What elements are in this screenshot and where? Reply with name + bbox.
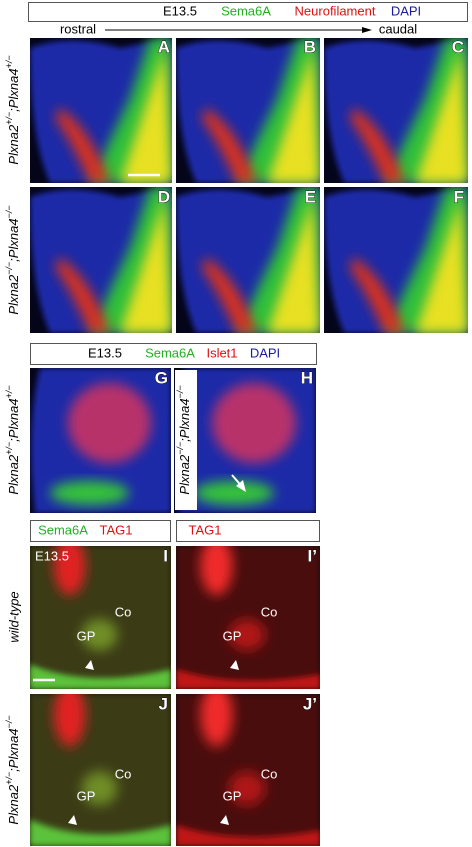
- panel-letter: I: [163, 546, 168, 565]
- genotype-label: Plxna2+/−;Plxna4−/−: [4, 715, 21, 824]
- arrowhead: [68, 815, 77, 825]
- genotype-part: +/−: [4, 385, 14, 398]
- stage: E13.5: [88, 345, 122, 360]
- stain: Neurofilament: [295, 3, 376, 18]
- genotype-part: Plxna2: [177, 454, 192, 495]
- genotype-part: ;: [6, 258, 21, 262]
- genotype-label: Plxna2−/−;Plxna4−/−: [175, 385, 192, 494]
- genotype-part: −/−: [175, 442, 185, 455]
- genotype-label: Plxna2+/−;Plxna4+/−: [4, 385, 21, 494]
- genotype-part: ;: [6, 438, 21, 442]
- micrograph: [30, 38, 172, 183]
- genotype-part: Plxna2: [6, 454, 21, 495]
- arrow-head: [236, 480, 246, 492]
- genotype-part: +/−: [4, 442, 14, 455]
- genotype-label: wild-type: [6, 591, 21, 642]
- micrograph: [324, 187, 468, 333]
- genotype-part: −/−: [4, 715, 14, 728]
- genotype-part: Plxna2: [6, 274, 21, 315]
- micrograph: [176, 684, 320, 846]
- genotype-part: −/−: [175, 385, 185, 398]
- micrograph: [30, 187, 172, 333]
- header-box: [30, 520, 171, 542]
- stain: DAPI: [250, 345, 280, 360]
- arrowhead: [230, 660, 239, 670]
- region-label: Co: [261, 604, 278, 619]
- region-label: Co: [115, 604, 132, 619]
- panel-letter: E: [305, 187, 316, 206]
- micrograph: [30, 368, 171, 513]
- genotype-part: +/−: [4, 772, 14, 785]
- panel-letter: C: [452, 37, 464, 56]
- panel-letter: H: [301, 368, 313, 387]
- header-box: [30, 343, 317, 365]
- region-label: Co: [261, 766, 278, 781]
- micrograph: [30, 684, 171, 846]
- arrowhead: [220, 815, 229, 825]
- genotype-part: +/−: [4, 112, 14, 125]
- micrograph: [176, 38, 320, 183]
- genotype-part: ;: [6, 768, 21, 772]
- header-box: [176, 520, 320, 542]
- genotype-label: Plxna2−/−;Plxna4−/−: [4, 205, 21, 314]
- region-label: GP: [77, 788, 96, 803]
- region-label: GP: [223, 628, 242, 643]
- panel-letter: I’: [308, 546, 317, 565]
- genotype-part: Plxna4: [6, 728, 21, 768]
- micrograph: [324, 38, 468, 183]
- region-label: Co: [115, 766, 132, 781]
- genotype-part: ;: [6, 108, 21, 112]
- header-box: [28, 2, 468, 22]
- panel-letter: G: [155, 368, 168, 387]
- stage: E13.5: [163, 3, 197, 18]
- genotype-part: Plxna4: [6, 68, 21, 108]
- axis-end: caudal: [379, 21, 417, 36]
- panel-letter: D: [158, 187, 170, 206]
- stain: Sema6A: [221, 3, 271, 18]
- micrograph: [176, 187, 320, 333]
- genotype-part: Plxna4: [177, 398, 192, 438]
- genotype-part: Plxna4: [6, 398, 21, 438]
- genotype-part: ;: [177, 438, 192, 442]
- arrowhead: [85, 660, 94, 670]
- axis-start: rostral: [60, 21, 96, 36]
- label-backing: [175, 370, 197, 510]
- genotype-label: Plxna2+/−;Plxna4+/−: [4, 55, 21, 164]
- stain: Sema6A: [38, 522, 88, 537]
- stain: Sema6A: [145, 345, 195, 360]
- stain: DAPI: [391, 3, 421, 18]
- genotype-part: +/−: [4, 55, 14, 68]
- genotype-part: Plxna4: [6, 218, 21, 258]
- genotype-part: −/−: [4, 205, 14, 218]
- panel-letter: A: [158, 37, 170, 56]
- genotype-part: Plxna2: [6, 784, 21, 825]
- panel-letter: F: [454, 187, 464, 206]
- stain: TAG1: [100, 522, 133, 537]
- genotype-part: −/−: [4, 262, 14, 275]
- region-label: GP: [77, 628, 96, 643]
- stain: Islet1: [206, 345, 237, 360]
- stage: E13.5: [35, 548, 69, 563]
- region-label: GP: [223, 788, 242, 803]
- micrograph: [176, 536, 320, 689]
- genotype-part: Plxna2: [6, 124, 21, 165]
- panel-letter: J’: [303, 694, 317, 713]
- panel-letter: B: [304, 37, 316, 56]
- panel-letter: J: [159, 694, 168, 713]
- stain: TAG1: [189, 522, 222, 537]
- arrow-head: [362, 27, 372, 33]
